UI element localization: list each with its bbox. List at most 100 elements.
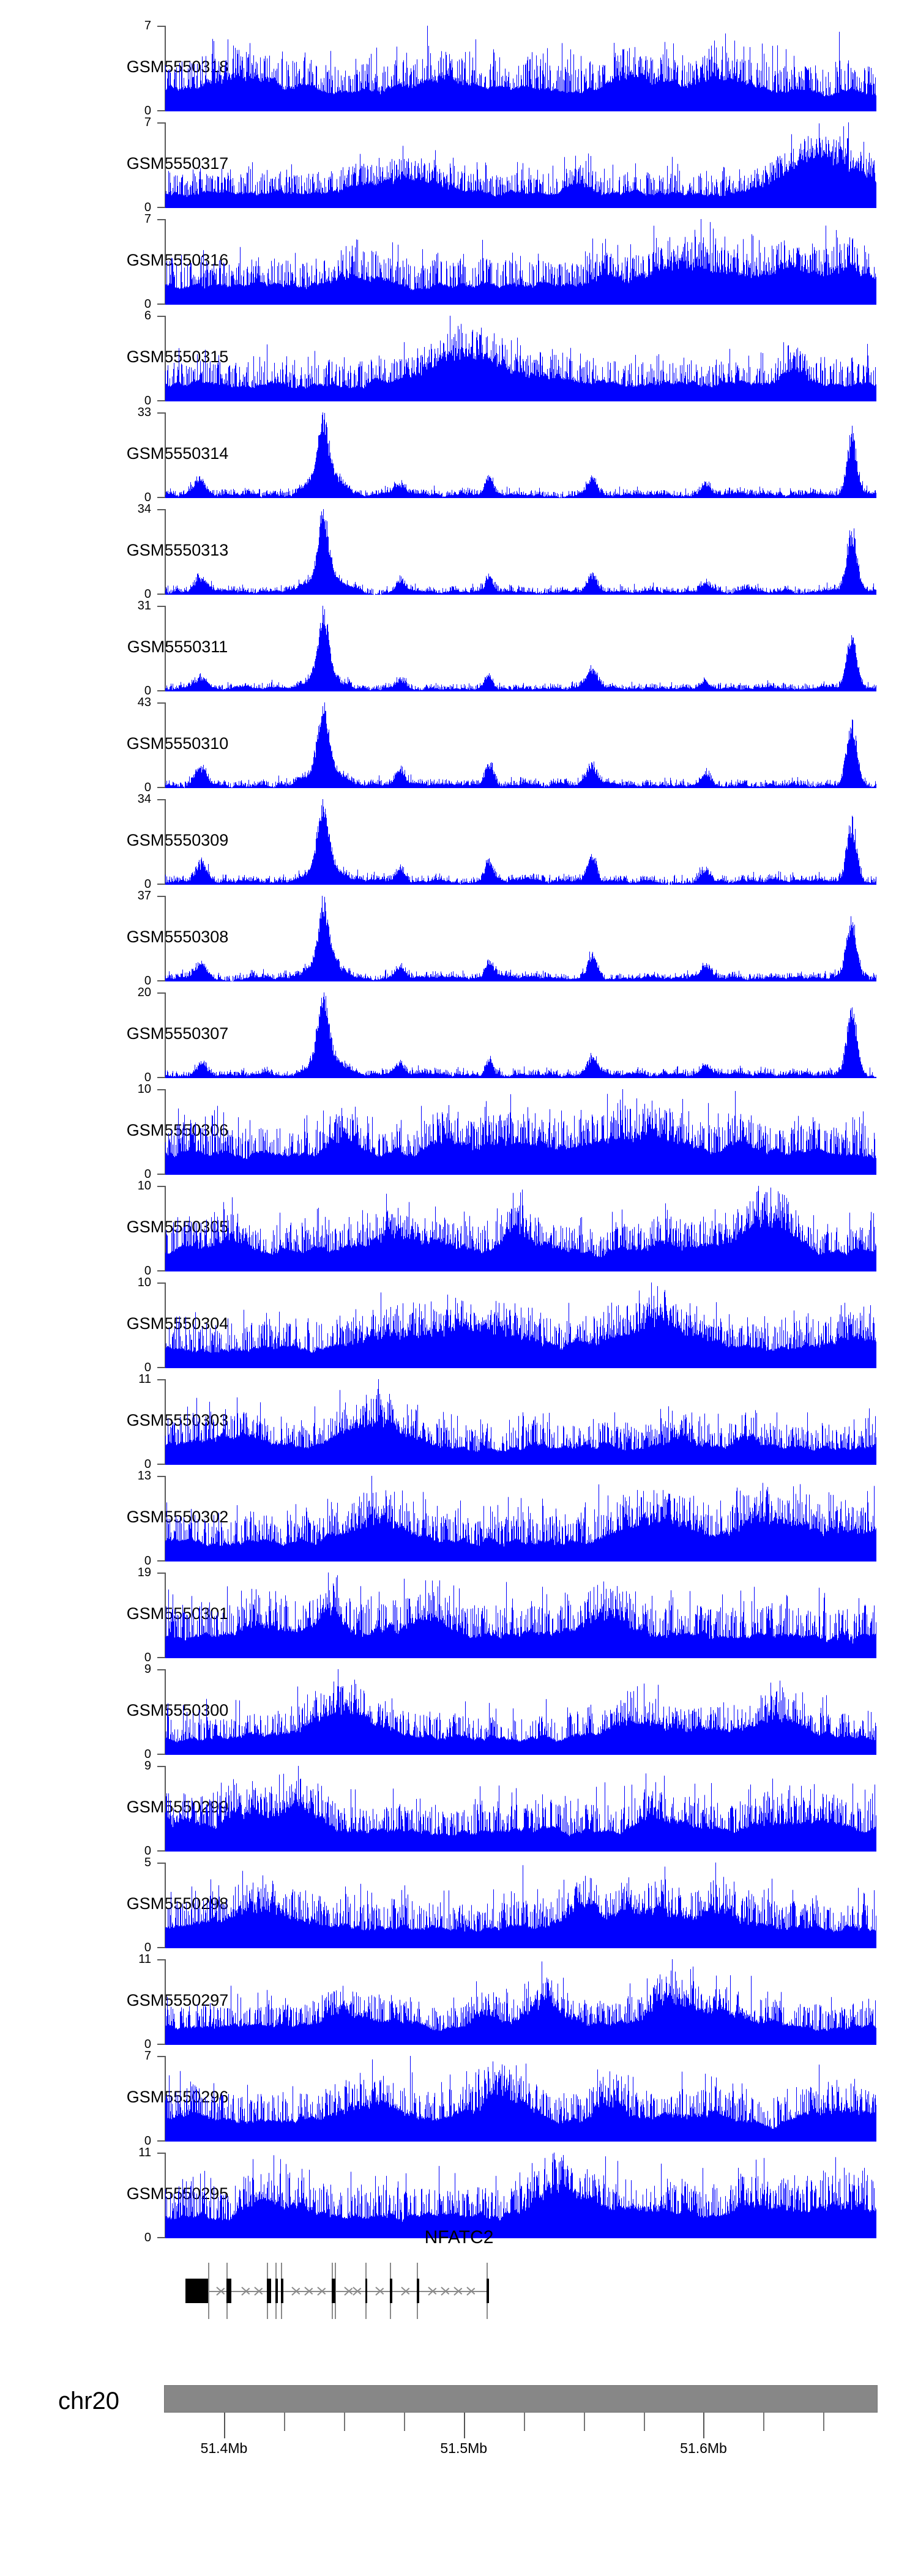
gene-strand-arrow-icon: [401, 2284, 412, 2298]
axis-tick-top: [157, 1282, 166, 1284]
track-y-axis: 10 0: [138, 1179, 166, 1278]
coverage-track: GSM5550306100: [0, 1081, 918, 1185]
axis-min-value: 0: [144, 201, 151, 214]
track-y-axis: 33 0: [138, 406, 166, 504]
coverage-track: GSM5550309340: [0, 791, 918, 895]
coverage-histogram: [165, 2056, 876, 2142]
gene-exon: [275, 2279, 278, 2303]
axis-min-value: 0: [144, 1264, 151, 1278]
axis-tick-top: [157, 1186, 166, 1187]
track-y-axis: 43 0: [138, 696, 166, 794]
coverage-histogram: [165, 1669, 876, 1755]
gene-exon: [226, 2279, 232, 2303]
axis-min-value: 0: [144, 1554, 151, 1568]
axis-tick-bottom: [157, 1850, 166, 1852]
axis-max-value: 11: [138, 2146, 151, 2159]
coverage-track: GSM555031560: [0, 307, 918, 411]
axis-max-value: 7: [144, 116, 151, 129]
coverage-plot-area: [165, 1282, 876, 1368]
coverage-track: GSM5550311310: [0, 597, 918, 701]
coverage-track: GSM5550313340: [0, 501, 918, 605]
axis-min-value: 0: [144, 1071, 151, 1084]
axis-tick-top: [157, 1379, 166, 1380]
gene-strand-arrow-icon: [454, 2284, 465, 2298]
axis-max-value: 7: [144, 2049, 151, 2063]
coverage-track: GSM555030090: [0, 1661, 918, 1765]
chromosome-axis-track: chr20 51.4Mb 51.5Mb 51.6Mb: [0, 2374, 918, 2496]
chromosome-label: chr20: [58, 2388, 120, 2414]
gene-exon: [185, 2279, 208, 2303]
axis-min-value: 0: [144, 491, 151, 504]
chromosome-axis-tick: [703, 2413, 705, 2438]
coverage-track: GSM5550310430: [0, 694, 918, 798]
coverage-track: GSM555031770: [0, 114, 918, 218]
coverage-plot-area: [165, 1379, 876, 1465]
gene-label: NFATC2: [424, 2227, 494, 2247]
axis-min-value: 0: [144, 394, 151, 408]
coverage-plot-area: [165, 1669, 876, 1755]
axis-tick-top: [157, 219, 166, 220]
coverage-track: GSM5550295110: [0, 2144, 918, 2248]
coverage-histogram: [165, 799, 876, 885]
axis-max-value: 9: [144, 1759, 151, 1773]
coverage-track: GSM5550303110: [0, 1371, 918, 1475]
chromosome-axis-tick: [763, 2413, 765, 2431]
coverage-histogram: [165, 2153, 876, 2238]
axis-tick-bottom: [157, 1367, 166, 1368]
axis-min-value: 0: [144, 1941, 151, 1954]
axis-max-value: 7: [144, 19, 151, 32]
axis-tick-bottom: [157, 1947, 166, 1948]
gene-strand-arrow-icon: [217, 2284, 228, 2298]
axis-tick-top: [157, 316, 166, 317]
axis-tick-top: [157, 702, 166, 704]
chromosome-axis-tick: [523, 2413, 525, 2431]
track-y-axis: 11 0: [138, 2146, 166, 2244]
coverage-track: GSM5550308370: [0, 887, 918, 991]
coverage-plot-area: [165, 316, 876, 401]
axis-tick-top: [157, 1766, 166, 1767]
coverage-histogram: [165, 702, 876, 788]
axis-max-value: 33: [137, 406, 151, 419]
axis-min-value: 0: [144, 2231, 151, 2244]
axis-min-value: 0: [144, 2134, 151, 2148]
gene-exon: [281, 2279, 283, 2303]
coverage-plot-area: [165, 1766, 876, 1852]
coverage-plot-area: [165, 799, 876, 885]
chromosome-ideogram-bar: [164, 2385, 878, 2413]
gene-exon: [365, 2279, 367, 2303]
axis-tick-bottom: [157, 497, 166, 498]
coverage-plot-area: [165, 122, 876, 208]
gene-strand-arrow-icon: [376, 2284, 387, 2298]
axis-tick-bottom: [157, 303, 166, 305]
axis-tick-bottom: [157, 884, 166, 885]
axis-max-value: 11: [138, 1952, 151, 1966]
coverage-histogram: [165, 122, 876, 208]
coverage-histogram: [165, 992, 876, 1078]
axis-tick-top: [157, 2056, 166, 2057]
axis-tick-top: [157, 1573, 166, 1574]
axis-tick-bottom: [157, 400, 166, 401]
track-y-axis: 10 0: [138, 1276, 166, 1374]
axis-tick-top: [157, 1476, 166, 1477]
axis-tick-bottom: [157, 1077, 166, 1078]
coverage-histogram: [165, 412, 876, 498]
gene-strand-arrow-icon: [292, 2284, 303, 2298]
coverage-plot-area: [165, 26, 876, 111]
coverage-track: GSM555029670: [0, 2047, 918, 2151]
chromosome-axis-tick: [283, 2413, 285, 2431]
axis-max-value: 13: [137, 1469, 151, 1483]
track-y-axis: 13 0: [138, 1469, 166, 1568]
coverage-histogram: [165, 1766, 876, 1852]
axis-tick-bottom: [157, 1754, 166, 1755]
coverage-plot-area: [165, 1089, 876, 1175]
axis-tick-bottom: [157, 690, 166, 691]
coverage-histogram: [165, 219, 876, 305]
axis-tick-bottom: [157, 207, 166, 208]
track-y-axis: 11 0: [138, 1372, 166, 1471]
gene-exon: [267, 2279, 272, 2303]
coverage-plot-area: [165, 2056, 876, 2142]
